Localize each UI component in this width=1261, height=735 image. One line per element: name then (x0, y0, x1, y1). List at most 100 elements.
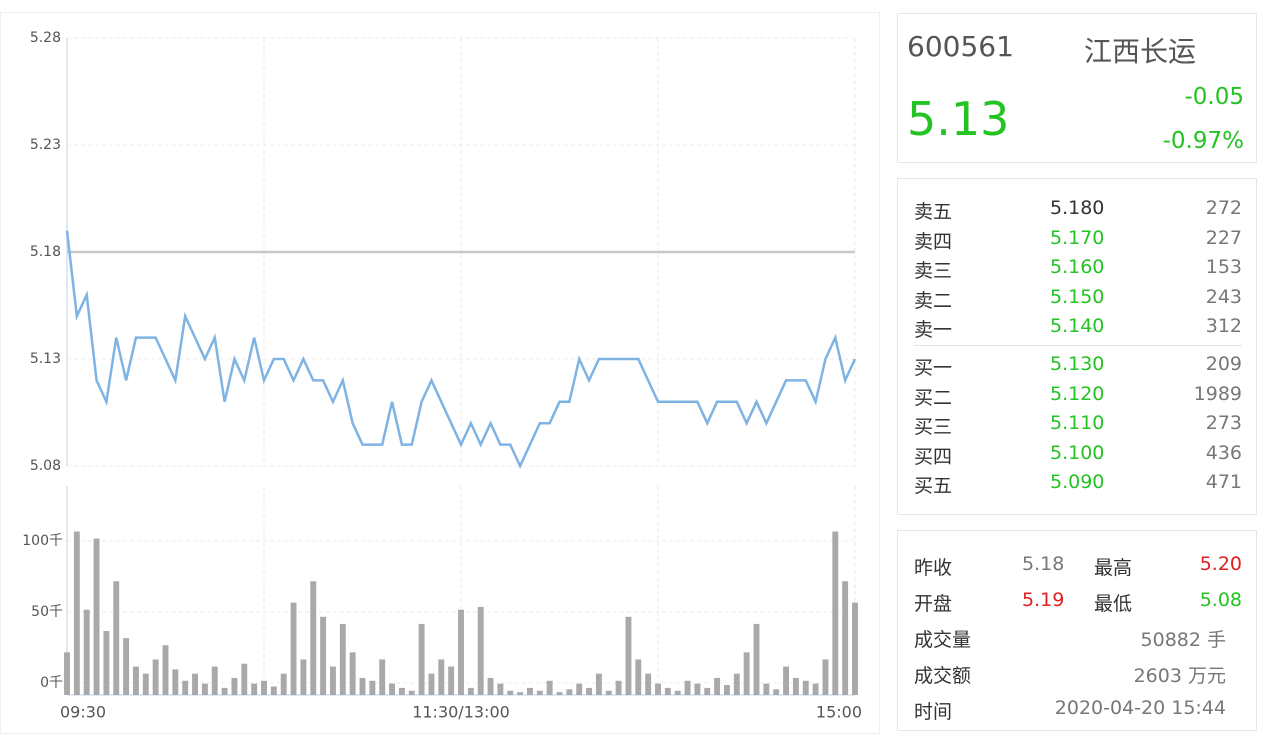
volume-bar (852, 602, 858, 695)
book-row: 买一 5.130 209 (914, 353, 1242, 381)
book-row: 卖五 5.180 272 (914, 197, 1242, 225)
volume-bar (743, 652, 750, 695)
volume-bar (231, 677, 238, 695)
stock-code: 600561 (907, 30, 1014, 63)
level: 买二 (914, 386, 953, 409)
volume-bar (783, 666, 790, 695)
volume-bar (320, 616, 327, 695)
volume-bar (418, 623, 425, 695)
x-tick-label: 11:30/13:00 (412, 703, 510, 722)
volume-bar (172, 669, 179, 695)
volume-bar (379, 659, 386, 695)
volume-bar (517, 692, 524, 695)
volume-bar (83, 609, 90, 695)
value: 5.08 (1199, 589, 1242, 611)
book-row: 卖二 5.150 243 (914, 286, 1242, 314)
stock-name: 江西长运 (1083, 35, 1196, 68)
volume-bar (241, 663, 248, 695)
volume-bar (812, 683, 819, 695)
x-tick-label: 09:30 (60, 703, 106, 722)
label: 开盘 (914, 593, 953, 615)
volume-bar (221, 687, 228, 695)
volume-bar (123, 638, 130, 695)
book-row: 买五 5.090 471 (914, 471, 1242, 499)
stats-row: 时间 2020-04-20 15:44 (914, 697, 1242, 725)
book-row: 买四 5.100 436 (914, 442, 1242, 470)
volume-bar (359, 677, 366, 695)
quote-panel: 600561 江西长运 5.13 -0.05 -0.97% (897, 13, 1257, 163)
volume-bar (369, 680, 376, 695)
volume: 273 (1205, 412, 1242, 435)
order-book: 卖五 5.180 272 卖四 5.170 227 卖三 5.160 153 卖二 5.150 243… (897, 178, 1257, 515)
y2-tick-label: 0千 (40, 675, 63, 691)
volume-bar (152, 659, 159, 695)
chart-frame (0, 12, 880, 734)
price: 5.150 (1050, 285, 1105, 308)
volume-bar (477, 606, 484, 695)
level: 买五 (914, 475, 953, 498)
volume-bar (438, 659, 445, 695)
book-row: 买二 5.120 1989 (914, 383, 1242, 411)
change: -0.05 (1184, 84, 1244, 110)
volume-bar (300, 659, 307, 695)
price: 5.130 (1050, 353, 1105, 375)
volume-bar (595, 673, 602, 695)
volume: 312 (1205, 315, 1242, 338)
volume-bar (211, 666, 218, 695)
volume-bar (270, 686, 277, 695)
volume-bar (458, 609, 464, 695)
price: 5.110 (1050, 412, 1105, 435)
volume-bar (832, 531, 839, 695)
volume-bar (93, 538, 100, 695)
volume-bar (339, 623, 346, 695)
volume-bar (733, 673, 740, 695)
volume-bar (792, 677, 799, 695)
volume-bar (428, 673, 435, 695)
value: 2603 万元 (1133, 665, 1226, 687)
level: 买四 (914, 445, 953, 468)
volume-bar (694, 683, 701, 695)
volume: 272 (1205, 197, 1242, 219)
volume-bar (566, 689, 573, 695)
level: 卖五 (914, 201, 953, 223)
price: 5.100 (1050, 441, 1105, 464)
label: 成交量 (914, 629, 972, 651)
price: 5.180 (1050, 197, 1105, 219)
label: 最低 (1094, 593, 1133, 615)
volume-bar (822, 659, 829, 695)
volume-bar (763, 683, 770, 695)
volume-bar (349, 652, 356, 695)
y-tick-label: 5.23 (30, 137, 61, 153)
volume-bar (132, 666, 139, 695)
volume-bar (576, 683, 583, 695)
volume-bar (487, 677, 494, 695)
volume-bar (723, 685, 730, 695)
volume: 153 (1205, 256, 1242, 279)
level: 买一 (914, 357, 953, 379)
stats-panel: 昨收 5.18 最高 5.20 开盘 5.19 最低 5.08 成交量 5088… (897, 530, 1257, 731)
y-tick-label: 5.28 (30, 30, 61, 46)
volume-bar (615, 680, 622, 695)
value: 50882 手 (1140, 629, 1226, 651)
volume-bar (162, 645, 169, 695)
volume-bar (526, 687, 533, 695)
level: 卖二 (914, 289, 953, 312)
level: 卖四 (914, 230, 953, 253)
volume-bar (556, 692, 563, 695)
volume-bar (408, 690, 415, 695)
price-line (65, 230, 857, 469)
volume-bar (605, 690, 612, 695)
volume-bar (546, 680, 553, 695)
volume-bar (201, 683, 208, 695)
label: 时间 (914, 701, 953, 723)
book-row: 卖三 5.160 153 (914, 256, 1242, 284)
price: 5.090 (1050, 471, 1105, 494)
volume-bar (536, 690, 543, 695)
volume-bar (64, 652, 70, 695)
book-row: 买三 5.110 273 (914, 412, 1242, 440)
volume-bar (655, 683, 661, 695)
volume: 243 (1205, 285, 1242, 308)
volume-bar (753, 623, 760, 695)
volume-bar (389, 683, 396, 695)
